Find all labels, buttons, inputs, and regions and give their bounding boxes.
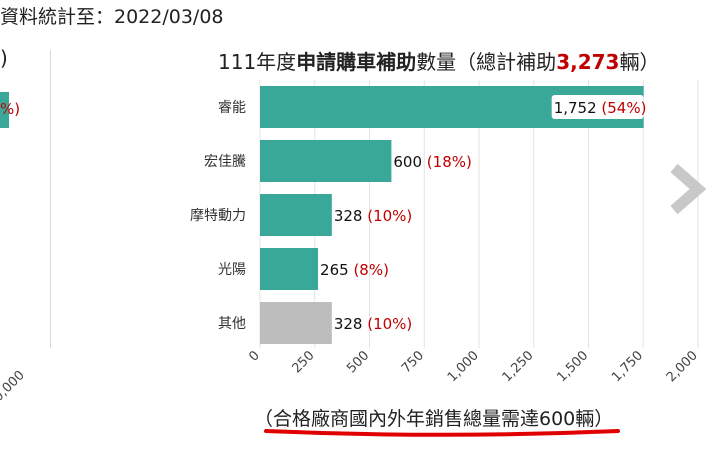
data-label-percent: (18%) (427, 153, 472, 171)
data-date-label: 資料統計至：2022/03/08 (0, 6, 224, 28)
data-label: 600 (18%) (393, 153, 471, 171)
x-tick-label: 1,500 (554, 348, 591, 385)
left-chart-gridline (50, 50, 51, 348)
footnote-requirement: （合格廠商國內外年銷售總量需達600輛） (254, 408, 614, 430)
x-tick-label: 2,000 (664, 348, 701, 385)
footnote-underline (264, 429, 620, 437)
bar (260, 248, 319, 290)
chart-title-suffix: 輛） (619, 50, 660, 74)
x-tick-label: 500 (344, 348, 372, 376)
category-label: 摩特動力 (190, 207, 246, 224)
data-label-value: 600 (393, 153, 426, 171)
data-label: 265 (8%) (320, 261, 389, 279)
chart-title: 111年度申請購車補助數量（總計補助3,273輛） (218, 46, 659, 75)
chart-title-prefix: 111年度 (218, 50, 297, 74)
data-label: 328 (10%) (334, 207, 412, 225)
data-label-percent: (54%) (601, 99, 646, 117)
chevron-right-icon[interactable] (664, 164, 708, 214)
data-label-value: 328 (334, 207, 367, 225)
category-label: 光陽 (218, 262, 246, 278)
chart-title-total: 3,273 (556, 50, 620, 74)
chart-title-mid: 數量（總計補助 (416, 50, 557, 74)
bar (260, 194, 332, 236)
x-tick-label: 1,250 (500, 348, 537, 385)
category-label: 睿能 (218, 100, 246, 116)
bar (260, 302, 332, 344)
data-label-percent: (8%) (353, 261, 389, 279)
data-label-value: 1,752 (554, 99, 602, 117)
left-chart-bar (0, 92, 9, 128)
x-tick-label: 250 (289, 348, 317, 376)
data-label-background (551, 95, 644, 119)
category-label: 宏佳騰 (204, 153, 246, 170)
category-label: 其他 (218, 316, 246, 332)
data-label-percent: (10%) (367, 315, 412, 333)
data-label-value: 328 (334, 315, 367, 333)
x-tick-label: 1,000 (445, 348, 482, 385)
data-label-percent: (10%) (367, 207, 412, 225)
data-label: 328 (10%) (334, 315, 412, 333)
x-tick-label: 750 (399, 348, 427, 376)
data-label-value: 265 (320, 261, 353, 279)
chart-title-bold: 申請購車補助 (296, 50, 417, 74)
bar (260, 140, 392, 182)
left-chart-bar-label: %) (0, 100, 21, 118)
x-tick-label: 0 (246, 348, 262, 364)
data-label: 1,752 (54%) (554, 99, 647, 117)
left-chart-title-fragment: ) (0, 46, 8, 70)
x-tick-label: 1,750 (609, 348, 646, 385)
